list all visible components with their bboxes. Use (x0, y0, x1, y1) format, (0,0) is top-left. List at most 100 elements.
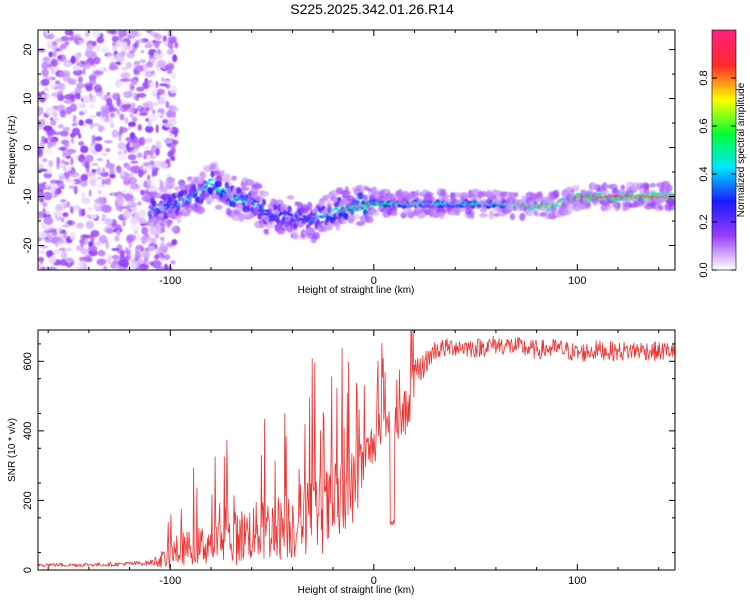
spectrogram-noise-cell (93, 183, 103, 188)
snr-y-tick-label: 600 (22, 352, 34, 370)
spectrogram-ridge-core (283, 212, 287, 216)
spectrogram-noise-cell (40, 78, 50, 86)
spectrogram-noise-cell (44, 236, 49, 241)
spectrogram-noise-cell (124, 117, 129, 124)
spectrogram-noise-cell (51, 44, 59, 51)
spectrogram-ridge-core (235, 196, 239, 200)
colorbar-band (712, 180, 736, 183)
colorbar-band (712, 84, 736, 87)
spectrogram-ridge-core (263, 212, 267, 216)
spectrogram-ridge-halo (416, 211, 426, 219)
spectrogram-noise-cell (123, 149, 127, 155)
spectrogram-noise-cell (137, 124, 143, 131)
spectrogram-noise-cell (85, 220, 95, 229)
colorbar-band (712, 254, 736, 257)
colorbar-band (712, 200, 736, 203)
spectrogram-ridge-halo (237, 204, 244, 213)
spectrogram-noise-cell (154, 40, 160, 49)
colorbar-band (712, 140, 736, 143)
spectrogram-noise-cell (80, 197, 91, 204)
spectrogram-ridge-halo (492, 194, 497, 201)
spectrogram-noise-cell (159, 242, 165, 250)
colorbar-band (712, 132, 736, 135)
spectrogram-noise-cell (81, 192, 86, 200)
spectrogram-noise-cell (155, 80, 159, 89)
spectrogram-ridge-halo (158, 186, 168, 192)
spectrogram-ridge-core (193, 191, 198, 195)
spectrogram-noise-cell (43, 30, 47, 37)
spectrogram-noise-cell (77, 102, 84, 109)
spectrogram-noise-cell (91, 162, 99, 167)
spectrogram-noise-cell (69, 56, 77, 65)
spectrogram-noise-cell (137, 38, 144, 44)
spectrogram-noise-cell (157, 112, 162, 117)
colorbar-band (712, 194, 736, 197)
spectrogram-noise-cell (75, 40, 80, 45)
spectrogram-noise-cell (152, 109, 156, 115)
spectrogram-noise-cell (119, 266, 124, 270)
colorbar-band (712, 32, 736, 35)
spectrogram-noise-cell (68, 180, 76, 184)
colorbar-band (712, 222, 736, 225)
spectrogram-noise-cell (137, 258, 145, 265)
spectrogram-noise-cell (142, 102, 149, 107)
spectrogram-noise-cell (106, 53, 117, 60)
spectrogram-ridge-halo (205, 197, 215, 203)
colorbar-band (712, 94, 736, 97)
spectrogram-ridge-halo (365, 216, 374, 223)
spectrogram-noise-cell (73, 66, 80, 71)
spectrogram-noise-cell (151, 166, 159, 175)
spectrogram-ridge-halo (377, 195, 387, 203)
spectrogram-ridge-halo (176, 215, 182, 224)
spectrogram-noise-cell (93, 203, 100, 210)
spectrogram-ridge-halo (493, 212, 500, 217)
spectrogram-noise-cell (168, 85, 179, 94)
spectrogram-noise-cell (120, 50, 126, 58)
spectrogram-noise-cell (106, 159, 110, 165)
spectrogram-ridge-halo (353, 213, 361, 219)
spectrogram-noise-cell (88, 176, 98, 184)
spectrogram-noise-cell (71, 127, 81, 136)
spectrogram-noise-cell (70, 206, 74, 214)
snr-ticks: -100 0 100 0 200 400 600 (22, 330, 675, 587)
spectrogram-ridge-halo (402, 194, 413, 199)
spectrogram-noise-cell (165, 158, 171, 164)
spectrogram-noise-cell (136, 152, 143, 159)
spectrogram-noise-cell (40, 118, 46, 127)
spectrogram-noise-cell (107, 254, 112, 262)
spectrogram-noise-cell (94, 136, 103, 142)
spectrogram-noise-cell (135, 266, 144, 270)
spectrogram-noise-cell (172, 54, 178, 63)
spectrogram-noise-cell (43, 216, 54, 225)
colorbar-band (712, 212, 736, 215)
colorbar-band (712, 238, 736, 241)
spectrogram-cells (38, 30, 675, 270)
spectrogram-noise-cell (87, 245, 98, 251)
spectrogram-noise-cell (127, 201, 133, 206)
spectrogram-noise-cell (64, 247, 73, 252)
spectrogram-noise-cell (111, 254, 120, 260)
spectrogram-ridge-core (176, 202, 181, 206)
spectrogram-noise-cell (108, 117, 114, 126)
spectrogram-noise-cell (96, 45, 101, 52)
spectrogram-noise-cell (120, 78, 131, 82)
colorbar-band (712, 106, 736, 109)
spectrogram-ridge-halo (671, 204, 675, 212)
spectrogram-noise-cell (90, 214, 98, 219)
spectrogram-noise-cell (60, 217, 65, 223)
spectrogram-noise-cell (144, 79, 153, 84)
colorbar-band (712, 152, 736, 155)
spectrogram-noise-cell (44, 34, 53, 40)
spectrogram-noise-cell (123, 90, 133, 99)
spectrogram-noise-cell (84, 160, 90, 169)
colorbar-band (712, 230, 736, 233)
spectrogram-noise-cell (162, 119, 169, 124)
spectrogram-noise-cell (90, 230, 100, 238)
spectrogram-noise-cell (78, 111, 85, 116)
colorbar: 0.0 0.2 0.4 0.6 0.8 Normalized spectral ampl… (698, 29, 747, 278)
spectrogram-noise-cell (78, 119, 84, 126)
spectrogram-noise-cell (94, 198, 105, 205)
colorbar-band (712, 154, 736, 157)
spectrogram-noise-cell (120, 72, 131, 79)
colorbar-band (712, 144, 736, 147)
